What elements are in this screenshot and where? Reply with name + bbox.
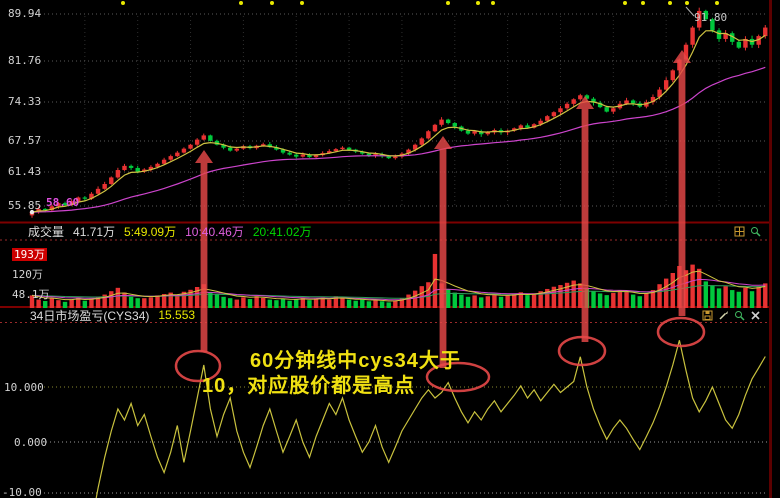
cys34-line	[95, 340, 766, 498]
annotation-arrow	[434, 136, 452, 368]
volume-axis-label-max: 193万	[12, 248, 47, 261]
annotation-ellipse	[557, 335, 607, 367]
volume-ma5-label: 5:49.09万	[124, 224, 177, 239]
cys-gridlines	[40, 386, 768, 494]
candlestick-chart	[29, 7, 768, 218]
brush-icon[interactable]	[718, 310, 729, 321]
price-axis-label: 61.43	[8, 165, 42, 178]
price-tag-label: 58.60	[46, 196, 80, 209]
magnifier-icon[interactable]	[734, 310, 745, 321]
annotation-ellipse	[425, 361, 491, 393]
annotation-arrow	[576, 96, 594, 342]
cys-axis-label: 10.000	[4, 381, 44, 394]
volume-axis-label: 120万	[12, 268, 43, 281]
price-axis-label: 67.57	[8, 134, 42, 147]
cys-axis-label: 0.000	[14, 436, 48, 449]
volume-header-icons	[734, 226, 761, 237]
volume-ma-lines	[31, 270, 766, 302]
volume-current-value: 41.71万	[73, 224, 116, 239]
annotation-text-line2: 10，对应股价都是高点	[202, 375, 416, 397]
hand-annotations	[174, 50, 706, 393]
price-axis-label: 81.76	[8, 54, 42, 67]
annotation-text-line1: 60分钟线中cys34大于	[250, 350, 461, 372]
annotation-arrow	[195, 150, 213, 352]
volume-ma20-label: 20:41.02万	[252, 224, 312, 239]
price-ma-lines	[29, 6, 766, 215]
indicator-header: 34日市场盈亏(CYS34) 15.553	[30, 307, 770, 323]
indicator-header-icons	[702, 310, 761, 321]
volume-header: 成交量 41.71万 5:49.09万 10:40.46万 20:41.02万	[28, 223, 770, 239]
volume-title: 成交量	[28, 224, 65, 239]
magnifier-icon[interactable]	[750, 226, 761, 237]
annotation-ellipse	[174, 349, 222, 383]
annotation-arrow	[673, 50, 691, 316]
volume-ma10-label: 10:40.46万	[185, 224, 244, 239]
save-icon[interactable]	[702, 310, 713, 321]
annotation-ellipse	[656, 316, 706, 348]
indicator-title: 34日市场盈亏(CYS34)	[30, 308, 150, 323]
price-axis-label: 74.33	[8, 95, 42, 108]
price-axis-label: 55.85	[8, 199, 42, 212]
price-high-label: 91.80	[694, 11, 728, 24]
cys-axis-label: -10.00	[2, 486, 42, 498]
volume-bars	[29, 253, 768, 308]
grid-lines	[28, 13, 768, 207]
indicator-current-value: 15.553	[158, 308, 196, 322]
grid-icon[interactable]	[734, 226, 745, 237]
volume-axis-label: 48.1万	[12, 288, 50, 301]
price-axis-label: 89.94	[8, 7, 42, 20]
top-markers	[121, 1, 719, 5]
close-icon[interactable]	[750, 310, 761, 321]
